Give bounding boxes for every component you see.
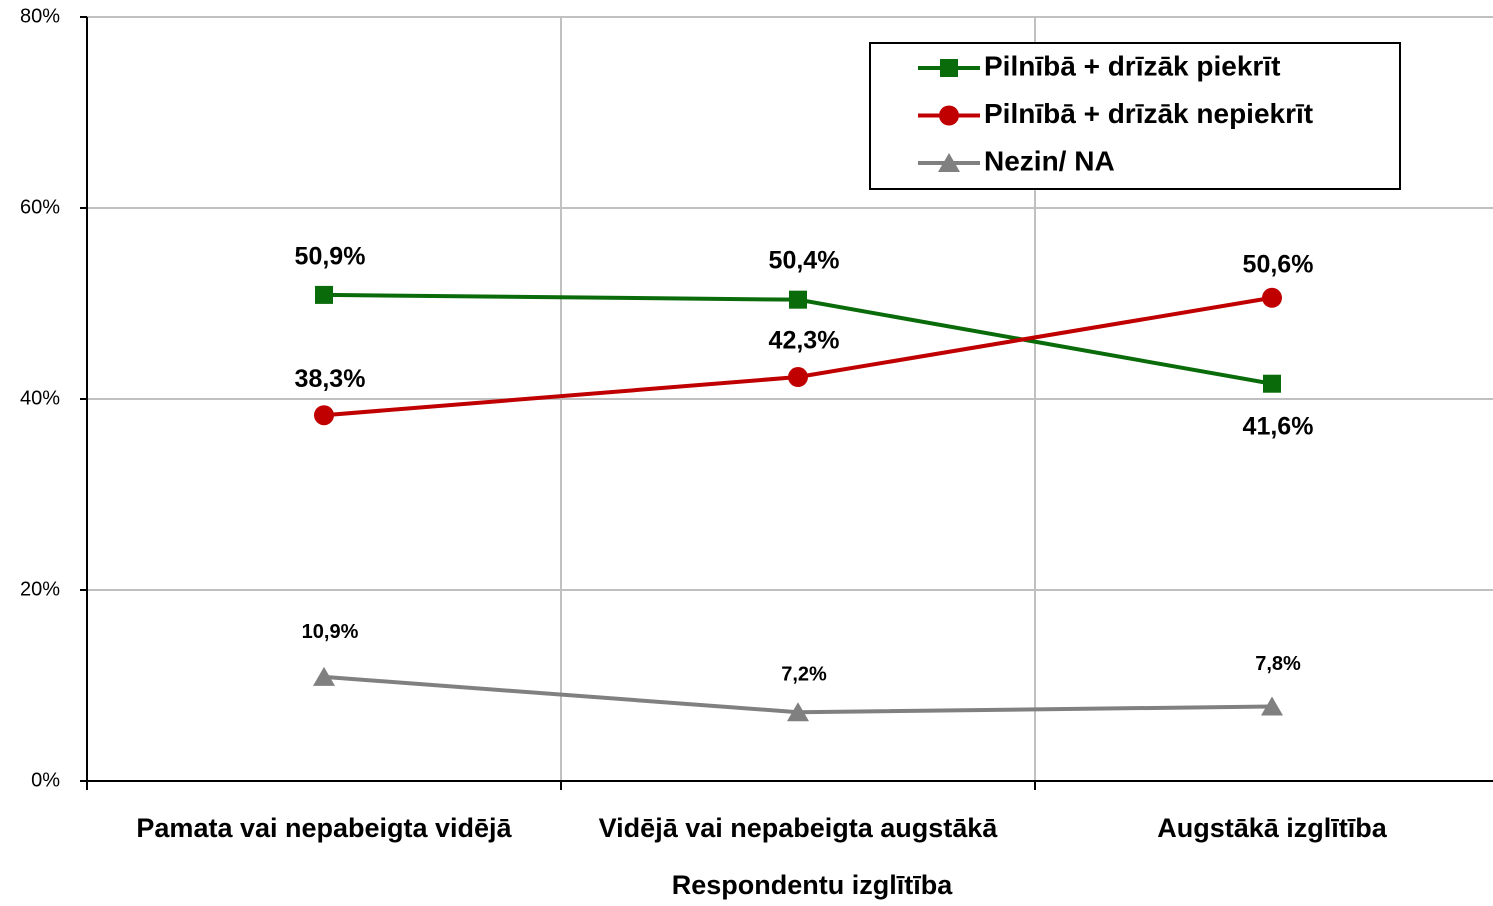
data-point (315, 285, 333, 304)
data-label: 50,4% (769, 246, 840, 274)
x-tick-label: Augstākā izglītība (1157, 813, 1388, 843)
data-point (1261, 696, 1283, 716)
data-point (789, 290, 807, 309)
data-label: 38,3% (295, 365, 366, 393)
data-point (787, 702, 809, 722)
data-point (313, 666, 335, 686)
legend-marker (938, 153, 960, 172)
legend-marker (939, 105, 959, 126)
data-label: 50,9% (295, 243, 366, 271)
data-point (1263, 374, 1281, 393)
data-point (1262, 287, 1282, 308)
data-label: 42,3% (769, 327, 840, 355)
x-axis-title: Respondentu izglītība (672, 870, 953, 900)
y-tick-label: 80% (20, 5, 60, 27)
data-label: 41,6% (1243, 412, 1314, 440)
legend-marker (940, 59, 958, 77)
legend-label: Pilnībā + drīzāk nepiekrīt (984, 98, 1313, 129)
legend-label: Nezin/ NA (984, 145, 1115, 176)
y-tick-label: 20% (20, 578, 60, 600)
data-label: 7,2% (781, 664, 827, 686)
y-tick-label: 40% (20, 387, 60, 409)
data-label: 10,9% (302, 621, 359, 643)
legend-label: Pilnībā + drīzāk piekrīt (984, 50, 1280, 81)
data-point (788, 367, 808, 388)
y-tick-label: 0% (31, 769, 60, 791)
x-tick-label: Pamata vai nepabeigta vidējā (136, 813, 512, 843)
data-label: 7,8% (1255, 653, 1301, 675)
data-label: 50,6% (1243, 250, 1314, 278)
data-point (314, 405, 334, 426)
y-tick-label: 60% (20, 196, 60, 218)
x-tick-label: Vidējā vai nepabeigta augstākā (599, 813, 999, 843)
